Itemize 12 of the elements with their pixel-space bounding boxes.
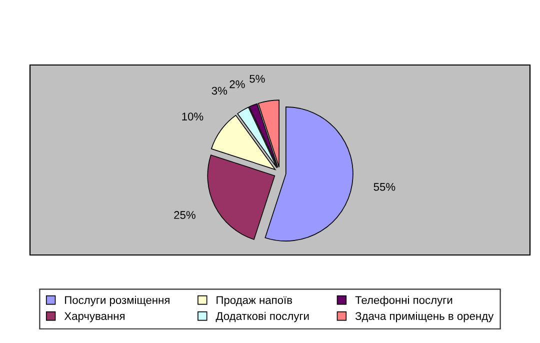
data-label: 55% (374, 182, 396, 191)
data-label: 10% (182, 112, 204, 120)
data-label: 3% (212, 86, 228, 95)
data-label: 5% (250, 74, 265, 83)
legend-label: Телефонні послуги (355, 296, 452, 306)
legend-label: Продаж напоїв (216, 296, 292, 306)
legend-label: Послуги розміщення (65, 296, 170, 306)
legend-label: Харчування (64, 312, 124, 322)
legend-label: Здача приміщень в оренду (355, 312, 494, 322)
data-label: 25% (174, 211, 196, 219)
legend-label: Додаткові послуги (216, 312, 309, 322)
data-label: 2% (230, 80, 245, 88)
